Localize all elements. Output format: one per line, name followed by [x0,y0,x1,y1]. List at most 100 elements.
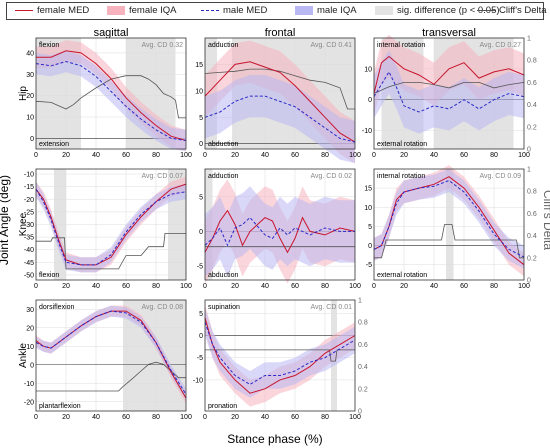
y-tick-label: 5 [368,224,372,231]
x-tick-label: 20 [400,152,408,159]
legend-swatch [477,9,495,11]
legend-label: female MED [37,5,90,16]
x-tick-label: 100 [349,152,361,159]
x-tick-label: 0 [203,414,207,421]
y-tick-label: -50 [24,272,34,279]
cliffs-delta-line [205,349,355,362]
y-tick-label: 30 [26,307,34,314]
panel-frame [204,37,356,150]
x-tick-label: 40 [430,152,438,159]
direction-label-top: adduction [208,173,238,180]
y-tick-label: 10 [364,66,372,73]
y2-tick-label: 0.6 [527,211,537,218]
cliffs-delta-line [36,232,186,270]
y-tick-label: 15 [364,186,372,193]
female-median-line [373,55,525,94]
y2-axis-label: Cliff's Delta [541,190,550,250]
female-iqa-band [205,40,355,164]
male-iqa-band [374,50,524,134]
x-tick-label: 100 [518,283,530,290]
avg-cd-label: Avg. CD 0.32 [141,42,183,49]
panel-frame [204,168,356,281]
y2-tick-label: 0.4 [527,233,537,240]
x-tick-label: 40 [261,283,269,290]
x-tick-label: 80 [321,283,329,290]
y-tick-label: 0 [199,229,203,236]
male-median-line [35,188,187,266]
y-tick-label: 0 [199,141,203,148]
y-tick-label: -45 [24,260,34,267]
panel-frame [373,168,525,281]
x-axis-label: Stance phase (%) [227,432,322,446]
direction-label-bottom: plantarflexion [39,403,81,410]
y-tick-label: -20 [24,197,34,204]
y-tick-label: 40 [26,50,34,57]
y2-tick-label: 0.8 [527,189,537,196]
y-tick-label: -15 [24,184,34,191]
y2-tick-label: 0.6 [358,342,368,349]
x-tick-label: 100 [180,152,192,159]
cliffs-delta-line [36,361,186,392]
y-tick-label: 10 [195,88,203,95]
direction-label-top: flexion [39,42,59,49]
x-tick-label: 100 [349,283,361,290]
legend-label: female IQA [129,5,177,16]
panel-frame [35,37,187,150]
x-tick-label: 20 [231,414,239,421]
row-title: Knee [18,212,29,236]
legend-item: male MED [201,5,267,16]
female-median-line [204,61,356,143]
legend-item: male IQA [295,5,357,16]
y2-tick-label: 0.4 [358,364,368,371]
y-tick-label: -5 [366,262,372,269]
male-iqa-band [36,50,186,152]
y-tick-label: 5 [199,311,203,318]
y-tick-label: 0 [368,243,372,250]
direction-label-top: dorsiflexion [39,304,75,311]
x-tick-label: 100 [180,414,192,421]
y-tick-label: 15 [195,62,203,69]
direction-label-bottom: pronation [208,403,237,410]
row-title: Ankle [18,343,29,368]
x-tick-label: 80 [490,283,498,290]
legend-item: sig. difference (p < 0.05) [375,5,500,16]
y-tick-label: -25 [24,209,34,216]
male-iqa-band [205,75,355,164]
avg-cd-label: Avg. CD 0.07 [141,173,183,180]
x-tick-label: 0 [34,152,38,159]
column-title: transversal [422,27,476,39]
x-tick-label: 20 [231,283,239,290]
x-tick-label: 80 [152,414,160,421]
y2-tick-label: 0.4 [527,102,537,109]
legend-item: Cliff's Delta [477,5,547,16]
column-title: frontal [265,27,296,39]
male-iqa-band [205,186,355,277]
male-median-line [204,95,356,143]
column-title: sagittal [94,27,129,39]
male-median-line [204,216,355,247]
legend-swatch [107,5,125,15]
y-tick-label: 0 [368,97,372,104]
legend: female MED female IQA male MED male IQA sig.… [6,2,547,20]
legend-label: male IQA [317,5,357,16]
x-tick-label: 20 [400,283,408,290]
x-tick-label: 20 [62,414,70,421]
x-tick-label: 0 [372,283,376,290]
cliffs-delta-line [35,75,186,119]
avg-cd-label: Avg. CD 0.27 [479,42,521,49]
y-tick-label: -10 [193,377,203,384]
female-median-line [373,176,525,266]
male-iqa-band [36,181,186,273]
direction-label-top: internal rotation [377,42,425,49]
legend-item: female MED [15,5,89,16]
x-tick-label: 60 [291,414,299,421]
x-tick-label: 60 [291,283,299,290]
legend-label: male MED [223,5,268,16]
x-tick-label: 80 [490,152,498,159]
legend-swatch [295,5,313,15]
x-tick-label: 60 [291,152,299,159]
y-tick-label: 10 [364,205,372,212]
legend-swatch [15,9,33,11]
y2-tick-label: 1 [527,36,531,43]
x-tick-label: 40 [430,283,438,290]
